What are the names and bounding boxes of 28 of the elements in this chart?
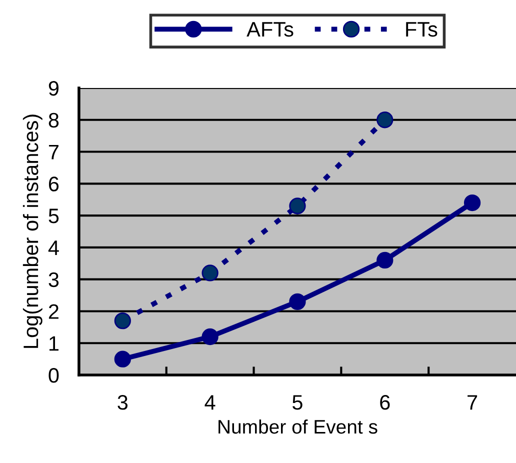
point (376, 112, 394, 128)
point (202, 328, 218, 346)
y-tick-label: 0 (48, 368, 59, 383)
point (114, 350, 131, 368)
x-tick-label: 4 (204, 395, 216, 410)
point (376, 252, 394, 269)
x-tick-label: 3 (118, 395, 128, 410)
y-axis-title: Log(number of instances) (22, 114, 42, 348)
point (289, 293, 306, 310)
y-tick-label: 1 (50, 336, 58, 351)
x-axis-title: Number of Event s (218, 419, 378, 434)
y-tick-label: 7 (48, 144, 58, 160)
y-tick-label: 5 (48, 208, 59, 224)
x-tick-label: 7 (468, 395, 478, 410)
point (202, 264, 218, 282)
y-tick-label: 6 (48, 176, 59, 192)
legend-label: FTs (406, 22, 438, 37)
y-tick-label: 9 (48, 80, 59, 96)
point (289, 198, 306, 214)
y-tick-label: 3 (48, 272, 59, 288)
point (114, 312, 131, 330)
y-tick-label: 4 (48, 240, 59, 255)
x-tick-label: 5 (292, 395, 302, 410)
y-tick-label: 2 (48, 304, 58, 319)
y-tick-label: 8 (48, 112, 59, 128)
legend-label: AFTs (246, 22, 294, 37)
point (464, 194, 481, 212)
x-tick-label: 6 (380, 395, 390, 410)
